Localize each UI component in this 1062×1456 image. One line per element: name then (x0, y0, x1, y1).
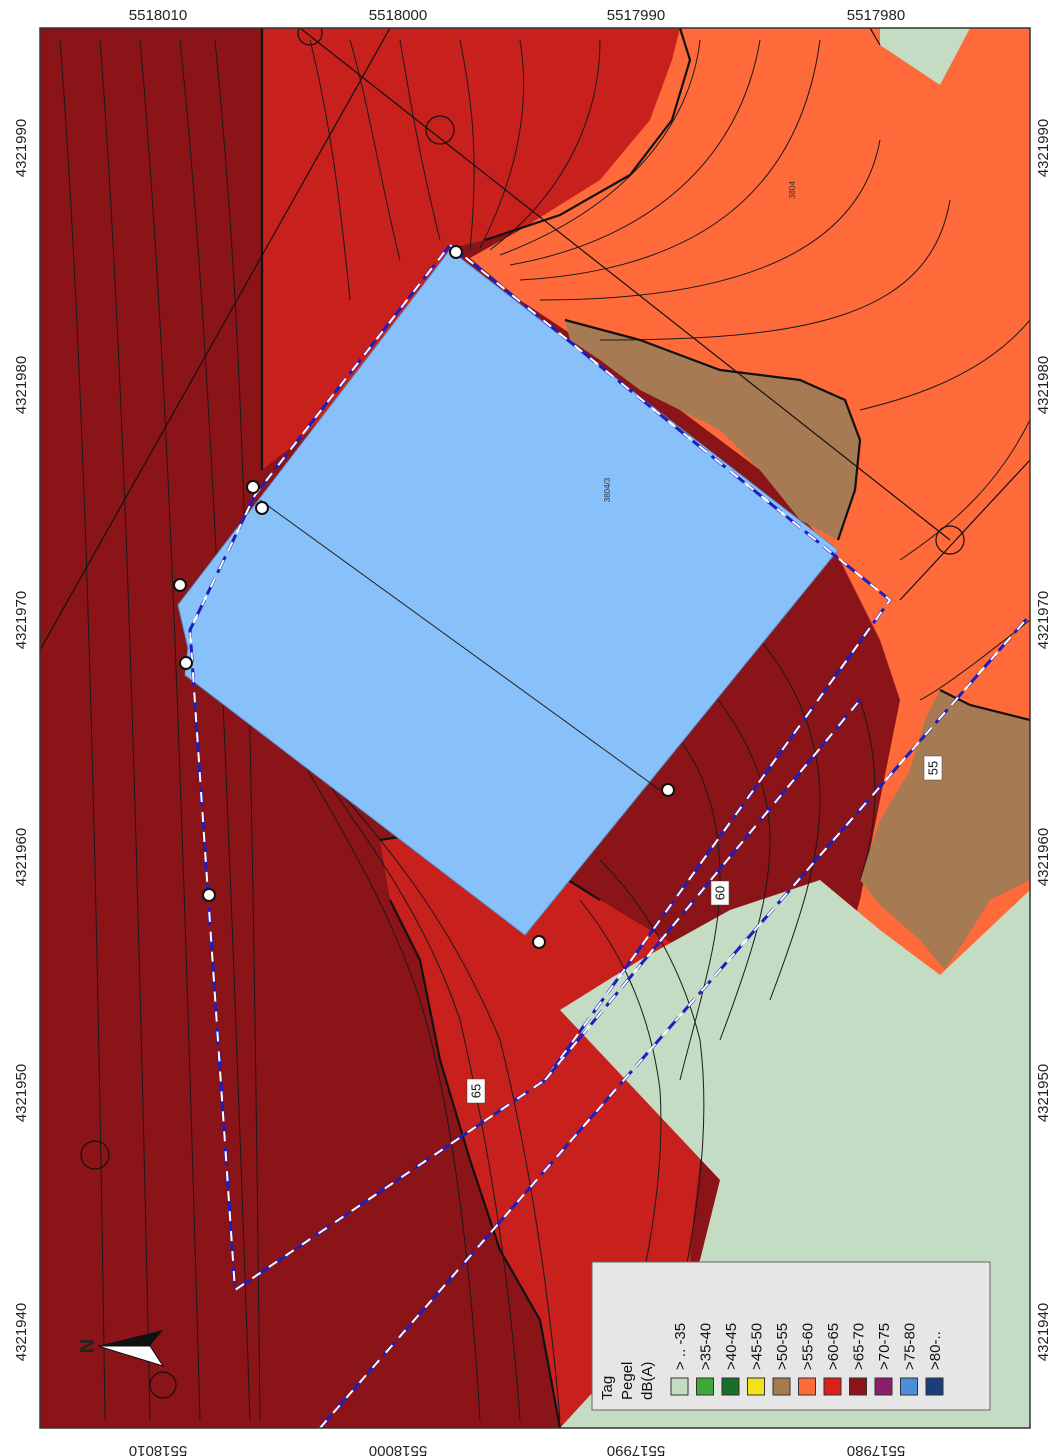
axis-right-label: 4321980 (1035, 356, 1052, 414)
contour-label-65: 65 (466, 1078, 486, 1104)
legend-swatch (772, 1377, 791, 1396)
legend-swatch (670, 1377, 689, 1396)
legend-swatch (900, 1377, 918, 1396)
legend-entry-label: >80-.. (927, 1331, 944, 1370)
legend-swatch (696, 1377, 714, 1396)
legend-swatch (925, 1377, 944, 1396)
legend-box (591, 1261, 991, 1411)
axis-bottom: 5518010 5518000 5517990 5517980 (129, 1442, 905, 1456)
legend-title-line: Tag (599, 1376, 616, 1400)
parcel-label-3804-3: 3804/3 (603, 477, 612, 502)
legend-swatch (823, 1377, 842, 1396)
axis-right-label: 4321970 (1035, 591, 1052, 649)
north-label: N (77, 1339, 99, 1353)
axis-left: 4321990 4321980 4321970 4321960 4321950 43219… (13, 119, 30, 1361)
svg-text:55: 55 (926, 761, 941, 775)
svg-text:60: 60 (713, 886, 728, 900)
legend-entries: > .. -35 >35-40 >40-45 >45-50 >50-55 >55-60 >6… (670, 1323, 944, 1396)
building-divider (259, 499, 661, 791)
legend-entry-label: >70-75 (876, 1323, 893, 1370)
legend-entry-label: >60-65 (825, 1323, 842, 1370)
building (177, 249, 839, 936)
contour-label-55: 55 (923, 755, 943, 781)
north-arrow: N (77, 1330, 165, 1367)
axis-left-label: 4321990 (13, 119, 30, 177)
contour-label-60: 60 (710, 880, 730, 906)
legend: Tag Pegel dB(A) > .. -35 >35-40 >40-45 >45-50… (591, 1261, 991, 1411)
band-50-55-east (860, 690, 1030, 970)
axis-right-label: 4321940 (1035, 1303, 1052, 1361)
axis-right: 4321990 4321980 4321970 4321960 4321950 43219… (1035, 119, 1052, 1361)
legend-entry-label: >75-80 (902, 1323, 919, 1370)
legend-swatch (798, 1377, 816, 1396)
map-frame (39, 27, 1031, 1429)
survey-marker (80, 1140, 110, 1170)
axis-top-label: 5517980 (847, 7, 905, 24)
svg-text:65: 65 (469, 1084, 484, 1098)
legend-entry-label: >50-55 (774, 1323, 791, 1370)
axis-left-label: 4321940 (13, 1303, 30, 1361)
legend-entry-label: >45-50 (749, 1323, 766, 1370)
axis-right-label: 4321960 (1035, 828, 1052, 886)
legend-swatch (849, 1377, 867, 1396)
axis-top-label: 5518000 (369, 7, 427, 24)
axis-left-label: 4321970 (13, 591, 30, 649)
survey-marker (425, 115, 455, 145)
receiver-points (173, 245, 675, 949)
legend-title-line: dB(A) (639, 1362, 656, 1400)
legend-swatch (721, 1377, 740, 1396)
axis-top-label: 5517990 (607, 7, 665, 24)
axis-left-label: 4321950 (13, 1064, 30, 1122)
axis-bottom-label: 5517980 (847, 1442, 905, 1456)
band-boundaries (260, 28, 1030, 1428)
band-50-55-north (565, 320, 860, 540)
legend-title-line: Pegel (619, 1362, 636, 1400)
survey-marker (149, 1371, 177, 1399)
legend-entry-label: >40-45 (723, 1323, 740, 1370)
legend-swatch (747, 1377, 765, 1396)
legend-titles: Tag Pegel dB(A) (599, 1362, 656, 1400)
legend-entry-label: >35-40 (698, 1323, 715, 1370)
receiver-point (449, 245, 463, 259)
receiver-point (661, 783, 675, 797)
map-area: 55 60 65 3804 3804/3 N Tag Pegel dB(A) > .… (40, 28, 1030, 1428)
legend-entry-label: >55-60 (800, 1323, 817, 1370)
parcel-label-3804: 3804 (788, 181, 797, 199)
receiver-point (255, 501, 269, 515)
axis-bottom-label: 5518010 (129, 1442, 187, 1456)
legend-entry-label: >65-70 (851, 1323, 868, 1370)
axis-left-label: 4321980 (13, 356, 30, 414)
survey-marker (935, 525, 965, 555)
contour-lines (59, 39, 1030, 1421)
receiver-point (179, 656, 193, 670)
axis-top: 5518010 5518000 5517990 5517980 (129, 7, 905, 24)
axis-top-label: 5518010 (129, 7, 187, 24)
receiver-point (532, 935, 546, 949)
axis-right-label: 4321950 (1035, 1064, 1052, 1122)
legend-swatch (874, 1377, 893, 1396)
axis-right-label: 4321990 (1035, 119, 1052, 177)
receiver-point (173, 578, 187, 592)
plan-boundary (188, 242, 1030, 1428)
receiver-point (202, 888, 216, 902)
band-below-35-top (880, 28, 970, 85)
axis-left-label: 4321960 (13, 828, 30, 886)
axis-bottom-label: 5517990 (607, 1442, 665, 1456)
survey-marker (297, 28, 323, 46)
axis-bottom-label: 5518000 (369, 1442, 427, 1456)
legend-entry-label: > .. -35 (672, 1323, 689, 1370)
receiver-point (246, 480, 260, 494)
